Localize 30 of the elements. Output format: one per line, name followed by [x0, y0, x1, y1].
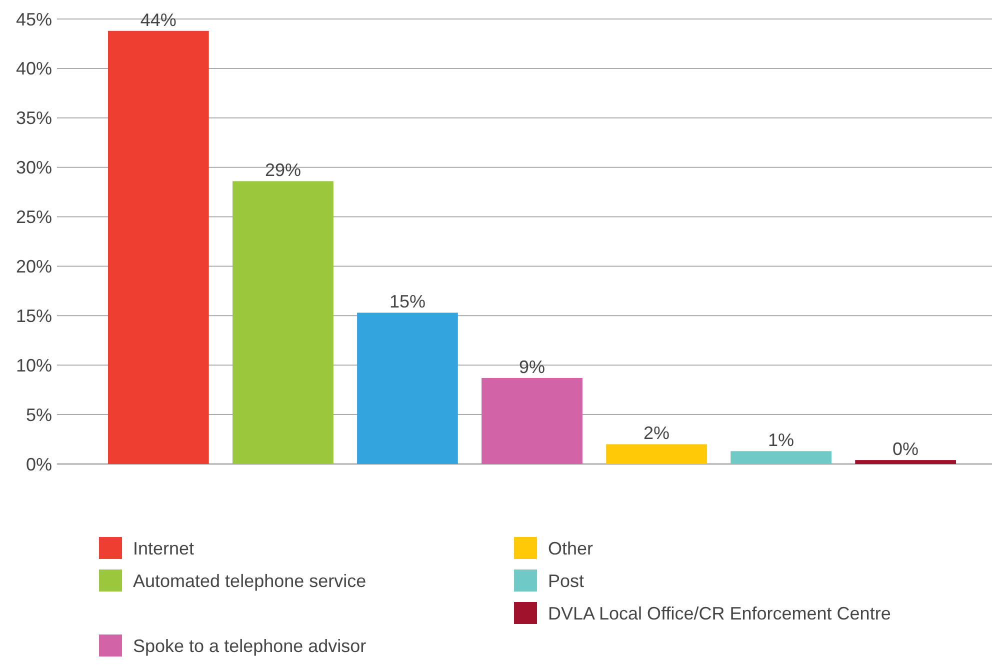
legend-label: DVLA Local Office/CR Enforcement Centre: [548, 603, 891, 624]
y-tick-label: 15%: [16, 306, 52, 326]
y-tick-label: 25%: [16, 207, 52, 228]
bar: [108, 30, 209, 464]
y-tick-label: 0%: [26, 454, 52, 474]
legend-label: Spoke to a telephone advisor: [133, 636, 366, 656]
bar: [606, 444, 707, 464]
y-tick-label: 35%: [16, 108, 52, 128]
y-tick-label: 40%: [16, 58, 52, 79]
legend-label: Internet: [133, 538, 194, 558]
bar: [730, 451, 832, 464]
bar: [482, 378, 582, 464]
data-label: 44%: [140, 10, 176, 30]
data-label: 29%: [264, 160, 301, 180]
data-label: 1%: [768, 430, 794, 450]
data-label: 15%: [389, 292, 426, 312]
legend-label: Post: [548, 570, 584, 591]
bar: [357, 312, 458, 464]
bar: [855, 460, 956, 464]
y-tick-label: 20%: [16, 256, 52, 277]
y-tick-label: 5%: [26, 404, 52, 425]
data-label: 9%: [518, 356, 546, 377]
y-tick-label: 10%: [16, 355, 52, 376]
legend-label: Other: [548, 538, 594, 558]
y-tick-label: 30%: [16, 158, 52, 178]
bar: [232, 181, 334, 464]
y-tick-label: 45%: [16, 9, 52, 30]
data-label: 0%: [892, 439, 919, 460]
legend-label: Automated telephone service: [133, 570, 366, 591]
data-label: 2%: [644, 423, 670, 444]
